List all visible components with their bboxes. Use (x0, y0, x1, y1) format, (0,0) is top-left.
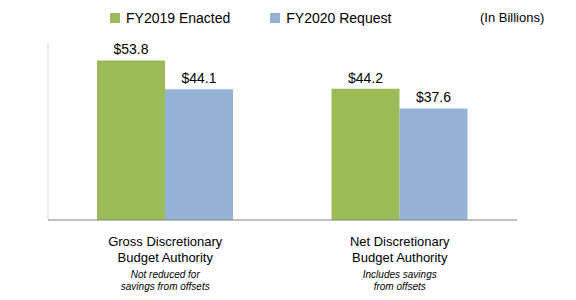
svg-text:Gross Discretionary: Gross Discretionary (108, 234, 223, 249)
svg-text:Budget Authority: Budget Authority (352, 250, 448, 265)
svg-text:$44.2: $44.2 (348, 70, 383, 86)
svg-text:$44.1: $44.1 (181, 70, 216, 86)
html-text:FY2020 Request: FY2020 Request (286, 10, 392, 26)
svg-text:Budget Authority: Budget Authority (118, 250, 214, 265)
svg-text:from offsets: from offsets (374, 281, 426, 292)
svg-text:Includes savings: Includes savings (363, 269, 437, 280)
svg-text:$37.6: $37.6 (416, 89, 451, 105)
svg-text:$53.8: $53.8 (113, 41, 148, 57)
svg-text:Not reduced for: Not reduced for (131, 269, 201, 280)
svg-text:Net Discretionary: Net Discretionary (350, 234, 450, 249)
html-text:FY2019 Enacted: FY2019 Enacted (126, 10, 231, 26)
html-text:(In Billions): (In Billions) (480, 10, 545, 25)
svg-text:savings from offsets: savings from offsets (121, 281, 210, 292)
